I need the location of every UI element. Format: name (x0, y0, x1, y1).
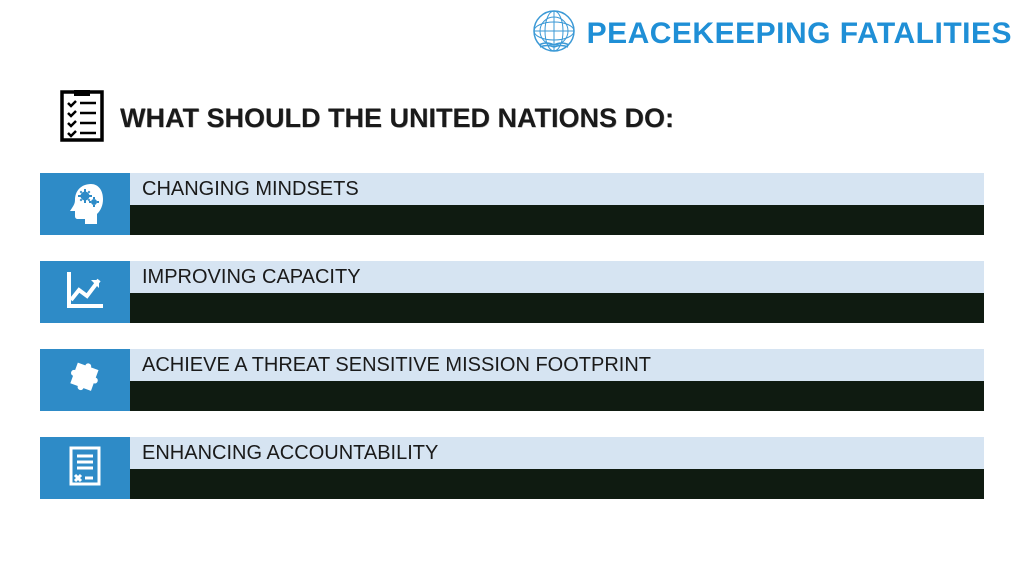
question-text: WHAT SHOULD THE UNITED NATIONS DO: (120, 103, 674, 134)
report-icon (61, 442, 109, 495)
item-accountability: ENHANCING ACCOUNTABILITY (40, 437, 984, 499)
item-icon-box (40, 349, 130, 411)
item-icon-box (40, 173, 130, 235)
item-body: IMPROVING CAPACITY (130, 261, 984, 323)
item-threat-footprint: ACHIEVE A THREAT SENSITIVE MISSION FOOTP… (40, 349, 984, 411)
item-label: ACHIEVE A THREAT SENSITIVE MISSION FOOTP… (130, 349, 984, 381)
item-label: IMPROVING CAPACITY (130, 261, 984, 293)
item-body: ACHIEVE A THREAT SENSITIVE MISSION FOOTP… (130, 349, 984, 411)
item-body: ENHANCING ACCOUNTABILITY (130, 437, 984, 499)
question-row: WHAT SHOULD THE UNITED NATIONS DO: (60, 90, 984, 147)
item-body: CHANGING MINDSETS (130, 173, 984, 235)
checklist-icon (60, 90, 104, 147)
item-improving-capacity: IMPROVING CAPACITY (40, 261, 984, 323)
item-bar (130, 381, 984, 411)
item-bar (130, 205, 984, 235)
content: WHAT SHOULD THE UNITED NATIONS DO: (60, 90, 984, 499)
item-icon-box (40, 437, 130, 499)
item-icon-box (40, 261, 130, 323)
item-label: CHANGING MINDSETS (130, 173, 984, 205)
items-list: CHANGING MINDSETS IMPROVING CAPACITY (40, 173, 984, 499)
header: PEACEKEEPING FATALITIES (529, 6, 1012, 61)
un-logo-icon (529, 6, 579, 61)
item-changing-mindsets: CHANGING MINDSETS (40, 173, 984, 235)
item-label: ENHANCING ACCOUNTABILITY (130, 437, 984, 469)
puzzle-icon (61, 354, 109, 407)
item-bar (130, 293, 984, 323)
head-gears-icon (61, 178, 109, 231)
item-bar (130, 469, 984, 499)
chart-up-icon (61, 266, 109, 319)
header-title: PEACEKEEPING FATALITIES (587, 17, 1012, 51)
